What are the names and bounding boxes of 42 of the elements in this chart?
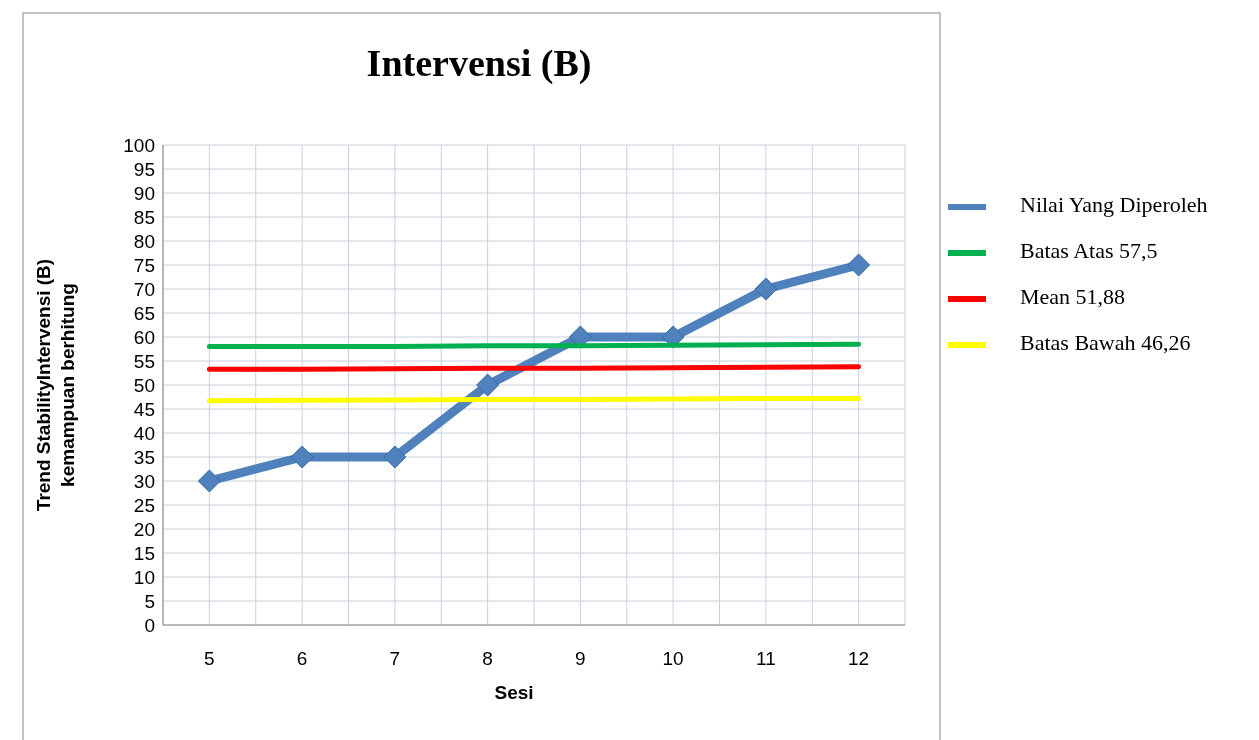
- x-tick-label: 11: [756, 648, 776, 669]
- x-tick-label: 5: [204, 648, 215, 669]
- y-tick-label: 10: [133, 566, 155, 588]
- y-tick-label: 15: [133, 542, 155, 564]
- y-tick-label: 35: [133, 446, 155, 468]
- point: [754, 277, 778, 301]
- x-tick-label: 10: [662, 648, 684, 669]
- point: [476, 373, 500, 397]
- point: [847, 253, 871, 277]
- y-tick-label: 55: [133, 350, 155, 372]
- y-tick-label: 95: [133, 158, 155, 180]
- point: [383, 445, 407, 469]
- y-tick-label: 20: [133, 518, 155, 540]
- chart-title: Intervensi (B): [366, 42, 592, 85]
- legend-label: Batas Bawah 46,26: [1020, 330, 1191, 356]
- point: [197, 469, 221, 493]
- y-tick-label: 70: [133, 278, 155, 300]
- y-tick-label: 45: [133, 398, 155, 420]
- y-tick-label: 65: [133, 302, 155, 324]
- legend-label: Nilai Yang Diperoleh: [1020, 192, 1208, 218]
- y-tick-label: 90: [133, 182, 155, 204]
- y-tick-label: 50: [133, 374, 155, 396]
- y-tick-label: 100: [123, 134, 155, 156]
- y-tick-label: 25: [133, 494, 155, 516]
- x-tick-label: 8: [482, 648, 493, 669]
- y-tick-label: 80: [133, 230, 155, 252]
- y-tick-label: 85: [133, 206, 155, 228]
- y-tick-label: 60: [133, 326, 155, 348]
- y-tick-label: 30: [133, 470, 155, 492]
- y-tick-label: 0: [144, 614, 155, 636]
- legend-label: Batas Atas 57,5: [1020, 238, 1158, 264]
- y-tick-label: 40: [133, 422, 155, 444]
- x-tick-label: 6: [296, 648, 308, 669]
- x-tick-label: 9: [575, 648, 586, 669]
- y-tick-label: 5: [144, 590, 155, 612]
- y-axis-title: Trend StabilityIntervensi (B) kemampuan berhitung: [33, 258, 78, 512]
- y-tick-label: 75: [133, 254, 155, 276]
- point: [290, 445, 314, 469]
- x-axis-title: Sesi: [494, 682, 534, 703]
- x-tick-label: 7: [389, 648, 401, 669]
- legend-label: Mean 51,88: [1020, 284, 1126, 310]
- x-tick-label: 12: [848, 648, 870, 669]
